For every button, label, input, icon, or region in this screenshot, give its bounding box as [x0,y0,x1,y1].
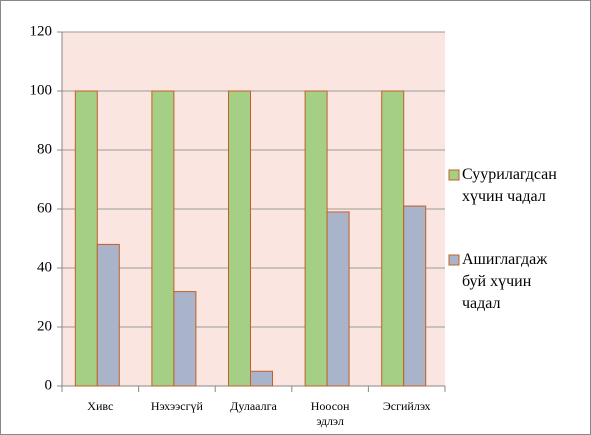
y-tick-label: 40 [37,259,52,275]
y-tick-label: 0 [45,377,53,393]
x-tick-label: Хивс [87,399,113,413]
y-tick-label: 80 [37,141,52,157]
bar [151,90,175,387]
y-tick-label: 20 [37,318,52,334]
bar [250,370,273,387]
x-tick-label: Нэхээсгүй [151,399,204,413]
bar [326,211,350,387]
legend-label: Ашиглагдаж буй хүчин чадал [462,251,548,312]
x-tick-label: Дулаалга [230,399,277,413]
y-tick-label: 120 [30,23,53,39]
bar [304,90,328,387]
bar [228,90,251,387]
bar [381,90,405,387]
y-tick-label: 60 [37,200,52,216]
legend-label: Суурилагдсан хүчин чадал [462,166,557,205]
bar [173,291,197,387]
legend-swatch [448,169,460,181]
bar [403,205,427,387]
x-tick-label: Эсгийлэх [383,399,431,413]
x-tick-label: Ноосон эдлэл [311,399,350,428]
bar [74,90,98,387]
y-tick-label: 100 [30,82,53,98]
legend-swatch [448,254,460,266]
bar [96,243,120,387]
